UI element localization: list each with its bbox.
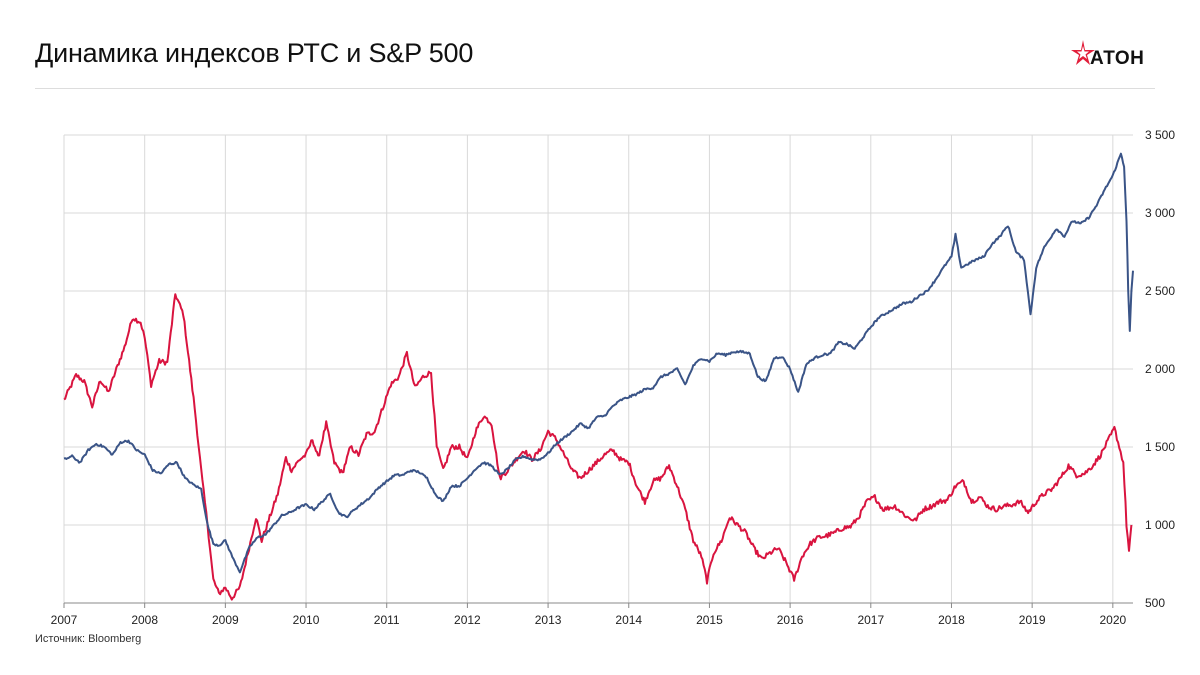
y-tick-label: 1 500 xyxy=(1145,440,1175,454)
x-tick-label: 2009 xyxy=(212,613,239,627)
y-tick-label: 500 xyxy=(1145,596,1165,610)
x-tick-label: 2010 xyxy=(293,613,320,627)
x-tick-label: 2014 xyxy=(615,613,642,627)
chart-title: Динамика индексов РТС и S&P 500 xyxy=(35,38,474,68)
series-line-rts xyxy=(63,293,1133,601)
x-tick-label: 2015 xyxy=(696,613,723,627)
x-tick-label: 2016 xyxy=(777,613,804,627)
y-tick-label: 3 000 xyxy=(1145,206,1175,220)
x-tick-label: 2018 xyxy=(938,613,965,627)
logo-text: АТОН xyxy=(1090,48,1145,69)
y-tick-label: 1 000 xyxy=(1145,518,1175,532)
header-divider xyxy=(35,88,1155,89)
y-tick-label: 2 000 xyxy=(1145,362,1175,376)
aton-logo: АТОН xyxy=(1068,38,1168,74)
x-tick-label: 2017 xyxy=(857,613,884,627)
x-tick-label: 2008 xyxy=(131,613,158,627)
source-note: Источник: Bloomberg xyxy=(35,633,142,645)
x-tick-label: 2020 xyxy=(1099,613,1126,627)
x-tick-label: 2011 xyxy=(374,613,400,627)
series-line-sp500 xyxy=(63,152,1134,574)
y-tick-label: 2 500 xyxy=(1145,284,1175,298)
y-tick-label: 3 500 xyxy=(1145,128,1175,142)
x-tick-label: 2019 xyxy=(1019,613,1046,627)
x-tick-label: 2013 xyxy=(535,613,562,627)
x-tick-label: 2007 xyxy=(51,613,78,627)
x-tick-label: 2012 xyxy=(454,613,481,627)
aton-logo-mark-icon xyxy=(1071,40,1095,65)
